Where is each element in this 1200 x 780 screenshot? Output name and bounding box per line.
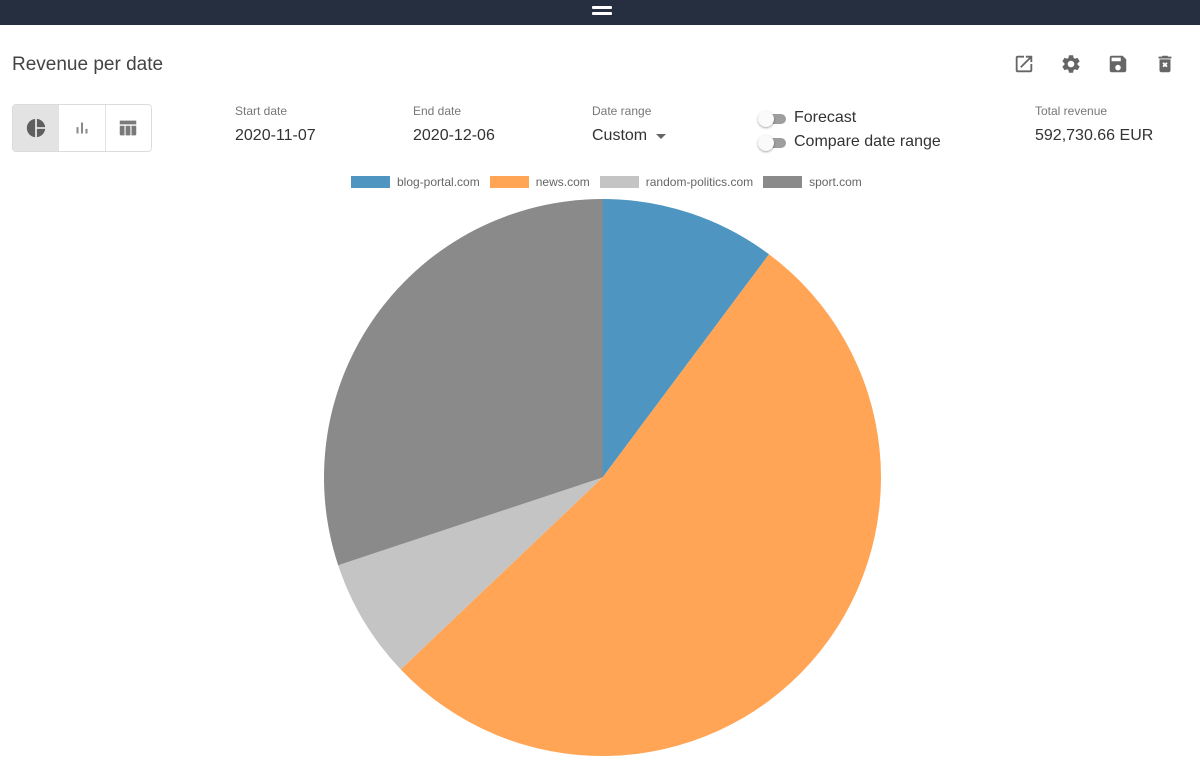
pie-chart-icon (26, 118, 45, 138)
legend-label: random-politics.com (645, 175, 754, 189)
forecast-label: Forecast (794, 109, 857, 126)
chevron-down-icon (656, 133, 667, 139)
legend-swatch (599, 176, 639, 188)
legend-label: sport.com (809, 175, 862, 189)
end-date-value[interactable]: 2020-12-06 (413, 127, 495, 144)
compare-date-range-toggle[interactable]: Compare date range (758, 130, 941, 154)
chart-legend: blog-portal.com news.com random-politics.c… (351, 175, 872, 189)
forecast-toggle[interactable]: Forecast (758, 106, 941, 130)
toggle-group: Forecast Compare date range (758, 106, 941, 154)
total-revenue-value: 592,730.66 EUR (1035, 127, 1154, 144)
legend-label: news.com (535, 175, 590, 189)
delete-button[interactable] (1153, 52, 1177, 76)
drag-handle-icon[interactable] (592, 6, 612, 17)
gear-icon (1062, 55, 1080, 73)
view-mode-toggle (12, 104, 152, 152)
save-button[interactable] (1106, 52, 1130, 76)
pie-slice-random-politics-com[interactable] (338, 477, 603, 670)
pie-slice-blog-portal-com[interactable] (602, 199, 770, 478)
date-range-value: Custom (592, 127, 648, 144)
widget-title: Revenue per date (12, 54, 164, 75)
compare-switch[interactable] (758, 135, 788, 151)
trash-icon (1158, 55, 1172, 73)
pie-chart (324, 199, 881, 756)
legend-item[interactable]: random-politics.com (599, 175, 754, 189)
legend-item[interactable]: news.com (489, 175, 590, 189)
legend-swatch (489, 176, 529, 188)
floppy-disk-icon (1109, 55, 1127, 73)
settings-button[interactable] (1059, 52, 1083, 76)
forecast-switch[interactable] (758, 111, 788, 127)
end-date-field[interactable]: End date 2020-12-06 (413, 104, 495, 145)
legend-swatch (351, 176, 390, 188)
open-external-button[interactable] (1012, 52, 1036, 76)
total-revenue: Total revenue 592,730.66 EUR (1035, 104, 1153, 145)
legend-swatch (763, 176, 803, 188)
start-date-label: Start date (235, 104, 288, 118)
start-date-value[interactable]: 2020-11-07 (235, 127, 316, 144)
widget-actions (1012, 52, 1177, 76)
compare-label: Compare date range (794, 133, 941, 150)
view-bar-button[interactable] (59, 105, 106, 151)
pie-slice-news-com[interactable] (400, 254, 881, 756)
date-range-label: Date range (592, 104, 652, 118)
legend-label: blog-portal.com (397, 175, 480, 189)
view-table-button[interactable] (105, 105, 151, 151)
date-range-select[interactable]: Custom (592, 127, 667, 145)
table-icon (120, 120, 137, 136)
bar-chart-icon (76, 122, 88, 134)
legend-item[interactable]: sport.com (763, 175, 862, 189)
top-bar (0, 0, 1200, 25)
total-revenue-label: Total revenue (1035, 104, 1108, 118)
date-range-field: Date range Custom (592, 104, 667, 145)
pie-slice-sport-com[interactable] (324, 199, 603, 566)
legend-item[interactable]: blog-portal.com (351, 175, 480, 189)
start-date-field[interactable]: Start date 2020-11-07 (235, 104, 316, 145)
view-pie-button[interactable] (13, 105, 60, 151)
end-date-label: End date (413, 104, 462, 118)
open-in-new-icon (1015, 55, 1033, 73)
